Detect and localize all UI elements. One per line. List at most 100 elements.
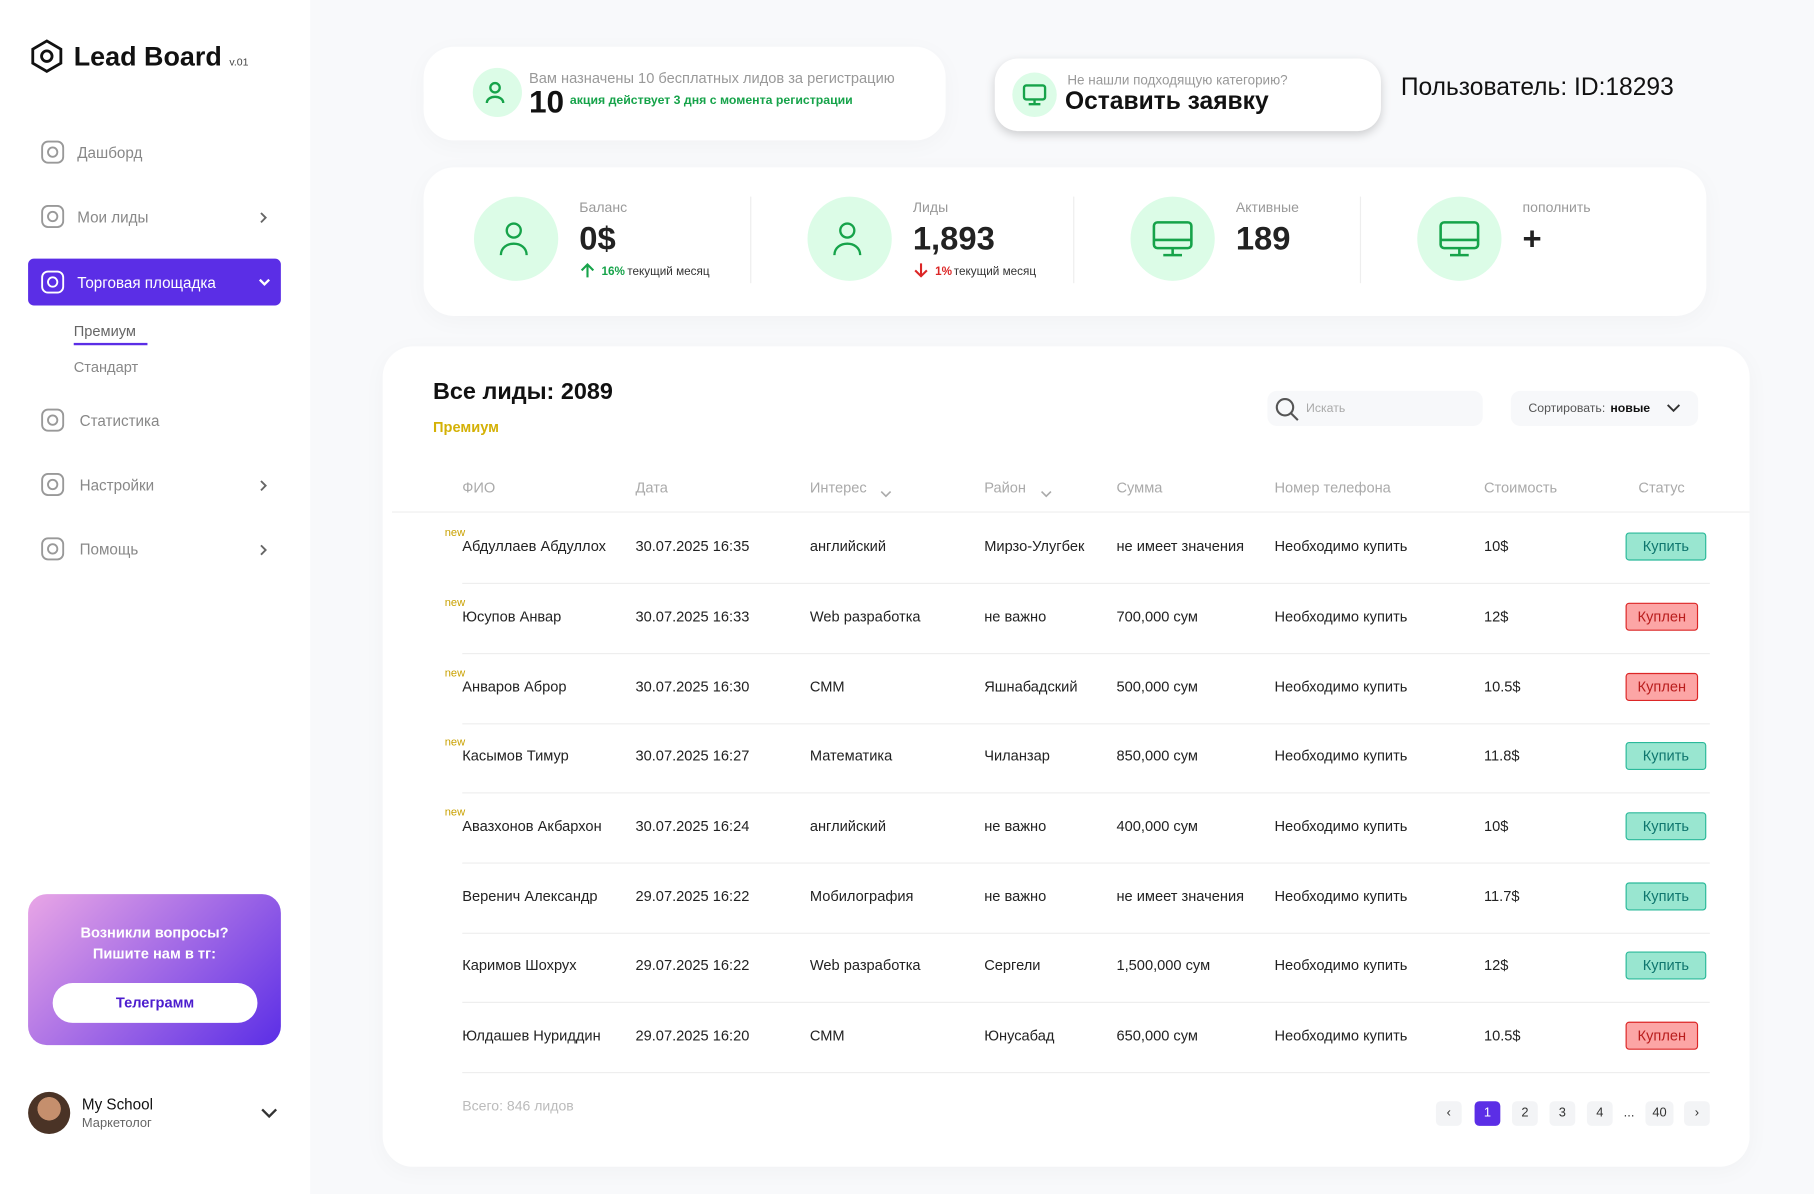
- sort-box[interactable]: Сортировать: новые: [1510, 390, 1699, 426]
- table-cell: Необходимо купить: [1274, 608, 1408, 625]
- table-cell: СММ: [809, 1027, 845, 1044]
- row-divider: [462, 653, 1710, 655]
- trend-text: текущий месяц: [953, 265, 1037, 279]
- table-cell: Яшнабадский: [984, 678, 1078, 696]
- page-button[interactable]: ›: [1684, 1101, 1710, 1126]
- menu-active-bg[interactable]: [28, 258, 281, 306]
- table-cell: Юлдашев Нуриддин: [462, 1027, 601, 1044]
- trend-text: текущий месяц: [627, 265, 710, 279]
- column-header: Район: [984, 479, 1027, 497]
- submenu-item[interactable]: Стандарт: [73, 359, 139, 376]
- profile-name: My School: [81, 1095, 153, 1113]
- stat-divider: [750, 196, 752, 284]
- status-button[interactable]: Купить: [1625, 951, 1707, 980]
- status-button[interactable]: Куплен: [1625, 1021, 1699, 1050]
- new-badge: new: [444, 596, 466, 610]
- promo-icon: [472, 67, 522, 118]
- table-cell: Касымов Тимур: [462, 747, 569, 765]
- page-button[interactable]: 2: [1512, 1101, 1538, 1126]
- stat-divider: [1359, 196, 1362, 284]
- table-cell: Математика: [809, 747, 893, 765]
- request-card[interactable]: Не нашли подходящую категорию? Оставить …: [994, 58, 1381, 132]
- menu-item[interactable]: Помощь: [79, 540, 139, 559]
- version: v.01: [229, 56, 249, 68]
- stat-label: Активные: [1235, 198, 1299, 216]
- table-cell: не имеет значения: [1116, 888, 1245, 905]
- avatar: [28, 1091, 71, 1135]
- status-button[interactable]: Купить: [1625, 741, 1707, 771]
- menu-arrow: [257, 275, 271, 296]
- menu-icon: [40, 472, 66, 504]
- stat-icon: [473, 196, 559, 281]
- table-cell: Необходимо купить: [1274, 747, 1408, 765]
- row-divider: [462, 1001, 1710, 1003]
- stat-divider: [1073, 196, 1075, 284]
- menu-item[interactable]: Мои лиды: [77, 208, 149, 226]
- page-button[interactable]: 4: [1586, 1101, 1613, 1126]
- table-cell: Мирзо-Улугбек: [984, 538, 1085, 555]
- table-cell: 10.5$: [1483, 678, 1521, 696]
- table-cell: Необходимо купить: [1274, 888, 1408, 905]
- table-cell: Необходимо купить: [1274, 818, 1408, 835]
- promo-card: Вам назначены 10 бесплатных лидов за рег…: [423, 46, 946, 141]
- status-button[interactable]: Купить: [1625, 882, 1707, 911]
- stat-icon: [1130, 196, 1215, 281]
- table-cell: 30.07.2025 16:30: [635, 678, 750, 696]
- table-cell: 10$: [1483, 818, 1509, 835]
- table-cell: Юнусабад: [984, 1027, 1055, 1044]
- menu-item[interactable]: Настройки: [79, 476, 155, 494]
- submenu-item[interactable]: Премиум: [73, 323, 136, 340]
- page-button[interactable]: 3: [1549, 1101, 1576, 1126]
- menu-icon: [40, 536, 66, 568]
- status-button[interactable]: Купить: [1625, 532, 1707, 561]
- table-cell: Мобилография: [809, 888, 914, 905]
- menu-item[interactable]: Дашборд: [77, 143, 143, 162]
- stat-label: Лиды: [912, 198, 949, 216]
- new-badge: new: [444, 526, 466, 540]
- column-header: Интерес: [809, 479, 867, 497]
- column-header: ФИО: [462, 479, 496, 497]
- table-cell: Сергели: [984, 957, 1041, 974]
- row-divider: [462, 932, 1710, 934]
- status-button[interactable]: Купить: [1625, 812, 1707, 841]
- user-id: Пользователь: ID:18293: [1400, 73, 1674, 101]
- logo-icon: [31, 39, 63, 74]
- menu-item[interactable]: Торговая площадка: [77, 273, 216, 292]
- page-button[interactable]: ‹: [1435, 1101, 1462, 1126]
- row-divider: [462, 862, 1710, 864]
- table-cell: не имеет значения: [1116, 538, 1245, 555]
- column-sort: [1040, 483, 1052, 504]
- stat-label: пополнить: [1522, 198, 1591, 216]
- table-cell: 29.07.2025 16:22: [635, 957, 750, 974]
- help-box: Возникли вопросы? Пишите нам в тг: Телег…: [28, 894, 281, 1046]
- row-divider: [462, 582, 1710, 584]
- new-badge: new: [444, 806, 466, 820]
- row-divider: [462, 723, 1710, 725]
- request-action[interactable]: Оставить заявку: [1064, 87, 1269, 115]
- status-button[interactable]: Куплен: [1625, 672, 1699, 702]
- promo-text: Вам назначены 10 бесплатных лидов за рег…: [528, 70, 895, 87]
- profile-chevron[interactable]: [260, 1106, 279, 1120]
- table-cell: Авазхонов Акбархон: [462, 818, 602, 835]
- menu-item[interactable]: Статистика: [79, 411, 160, 430]
- table-cell: Абдуллаев Абдуллох: [462, 538, 606, 555]
- request-question: Не нашли подходящую категорию?: [1067, 73, 1288, 88]
- status-button[interactable]: Куплен: [1625, 602, 1699, 631]
- search-box[interactable]: Искать: [1267, 390, 1483, 426]
- menu-icon: [40, 407, 66, 439]
- table-cell: не важно: [984, 608, 1047, 625]
- table-cell: 12$: [1483, 957, 1509, 974]
- page-button[interactable]: 40: [1645, 1101, 1674, 1126]
- page-button[interactable]: 1: [1474, 1101, 1501, 1126]
- table-cell: 1,500,000 сум: [1116, 957, 1211, 974]
- table-cell: Чиланзар: [984, 747, 1050, 765]
- column-header: Статус: [1638, 479, 1685, 497]
- table-cell: 29.07.2025 16:22: [635, 888, 750, 905]
- stat-value: 0$: [579, 220, 616, 257]
- telegram-button[interactable]: Телеграмм: [52, 983, 258, 1023]
- stat-value: +: [1522, 220, 1542, 257]
- table-cell: английский: [809, 538, 887, 555]
- table-cell: Необходимо купить: [1274, 957, 1408, 974]
- new-badge: new: [444, 736, 466, 749]
